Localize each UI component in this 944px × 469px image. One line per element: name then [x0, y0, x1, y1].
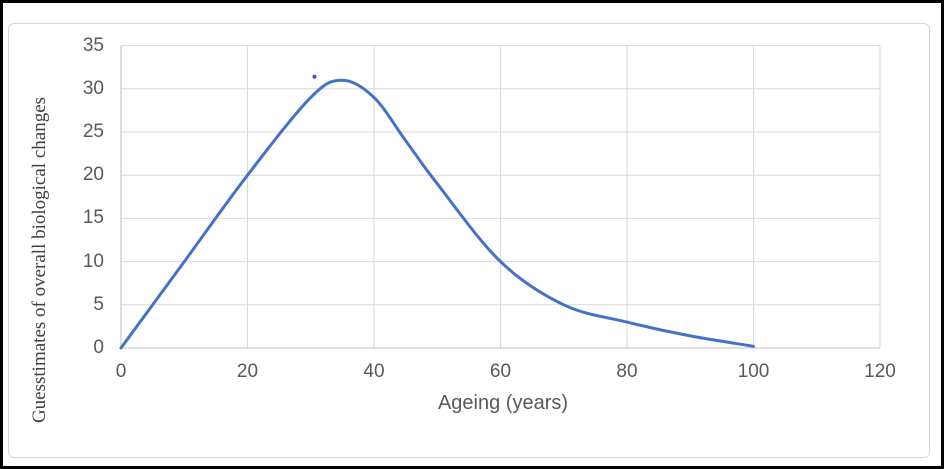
y-tick-label: 15 [82, 207, 104, 229]
series-guesstimate-curve [119, 78, 755, 350]
stray-data-point [312, 74, 317, 79]
y-tick-label: 25 [82, 121, 104, 142]
x-tick-label: 20 [236, 361, 259, 382]
y-tick-label: 20 [82, 164, 104, 186]
y-tick-label: 35 [82, 34, 104, 56]
x-tick-label: 120 [864, 361, 896, 382]
y-tick-label: 10 [82, 250, 104, 272]
y-tick-label: 30 [82, 77, 104, 99]
x-tick-label: 40 [363, 361, 385, 382]
x-tick-label: 80 [616, 361, 638, 382]
x-tick-label: 0 [115, 361, 127, 382]
x-tick-label: 100 [737, 361, 770, 382]
y-tick-label: 0 [93, 337, 104, 358]
x-tick-label: 60 [489, 361, 512, 382]
y-axis-title: Guesstimates of overall biological chang… [29, 96, 50, 424]
x-axis-title: Ageing (years) [437, 392, 569, 414]
y-tick-label: 5 [93, 293, 104, 315]
chart-area-border [8, 23, 930, 458]
